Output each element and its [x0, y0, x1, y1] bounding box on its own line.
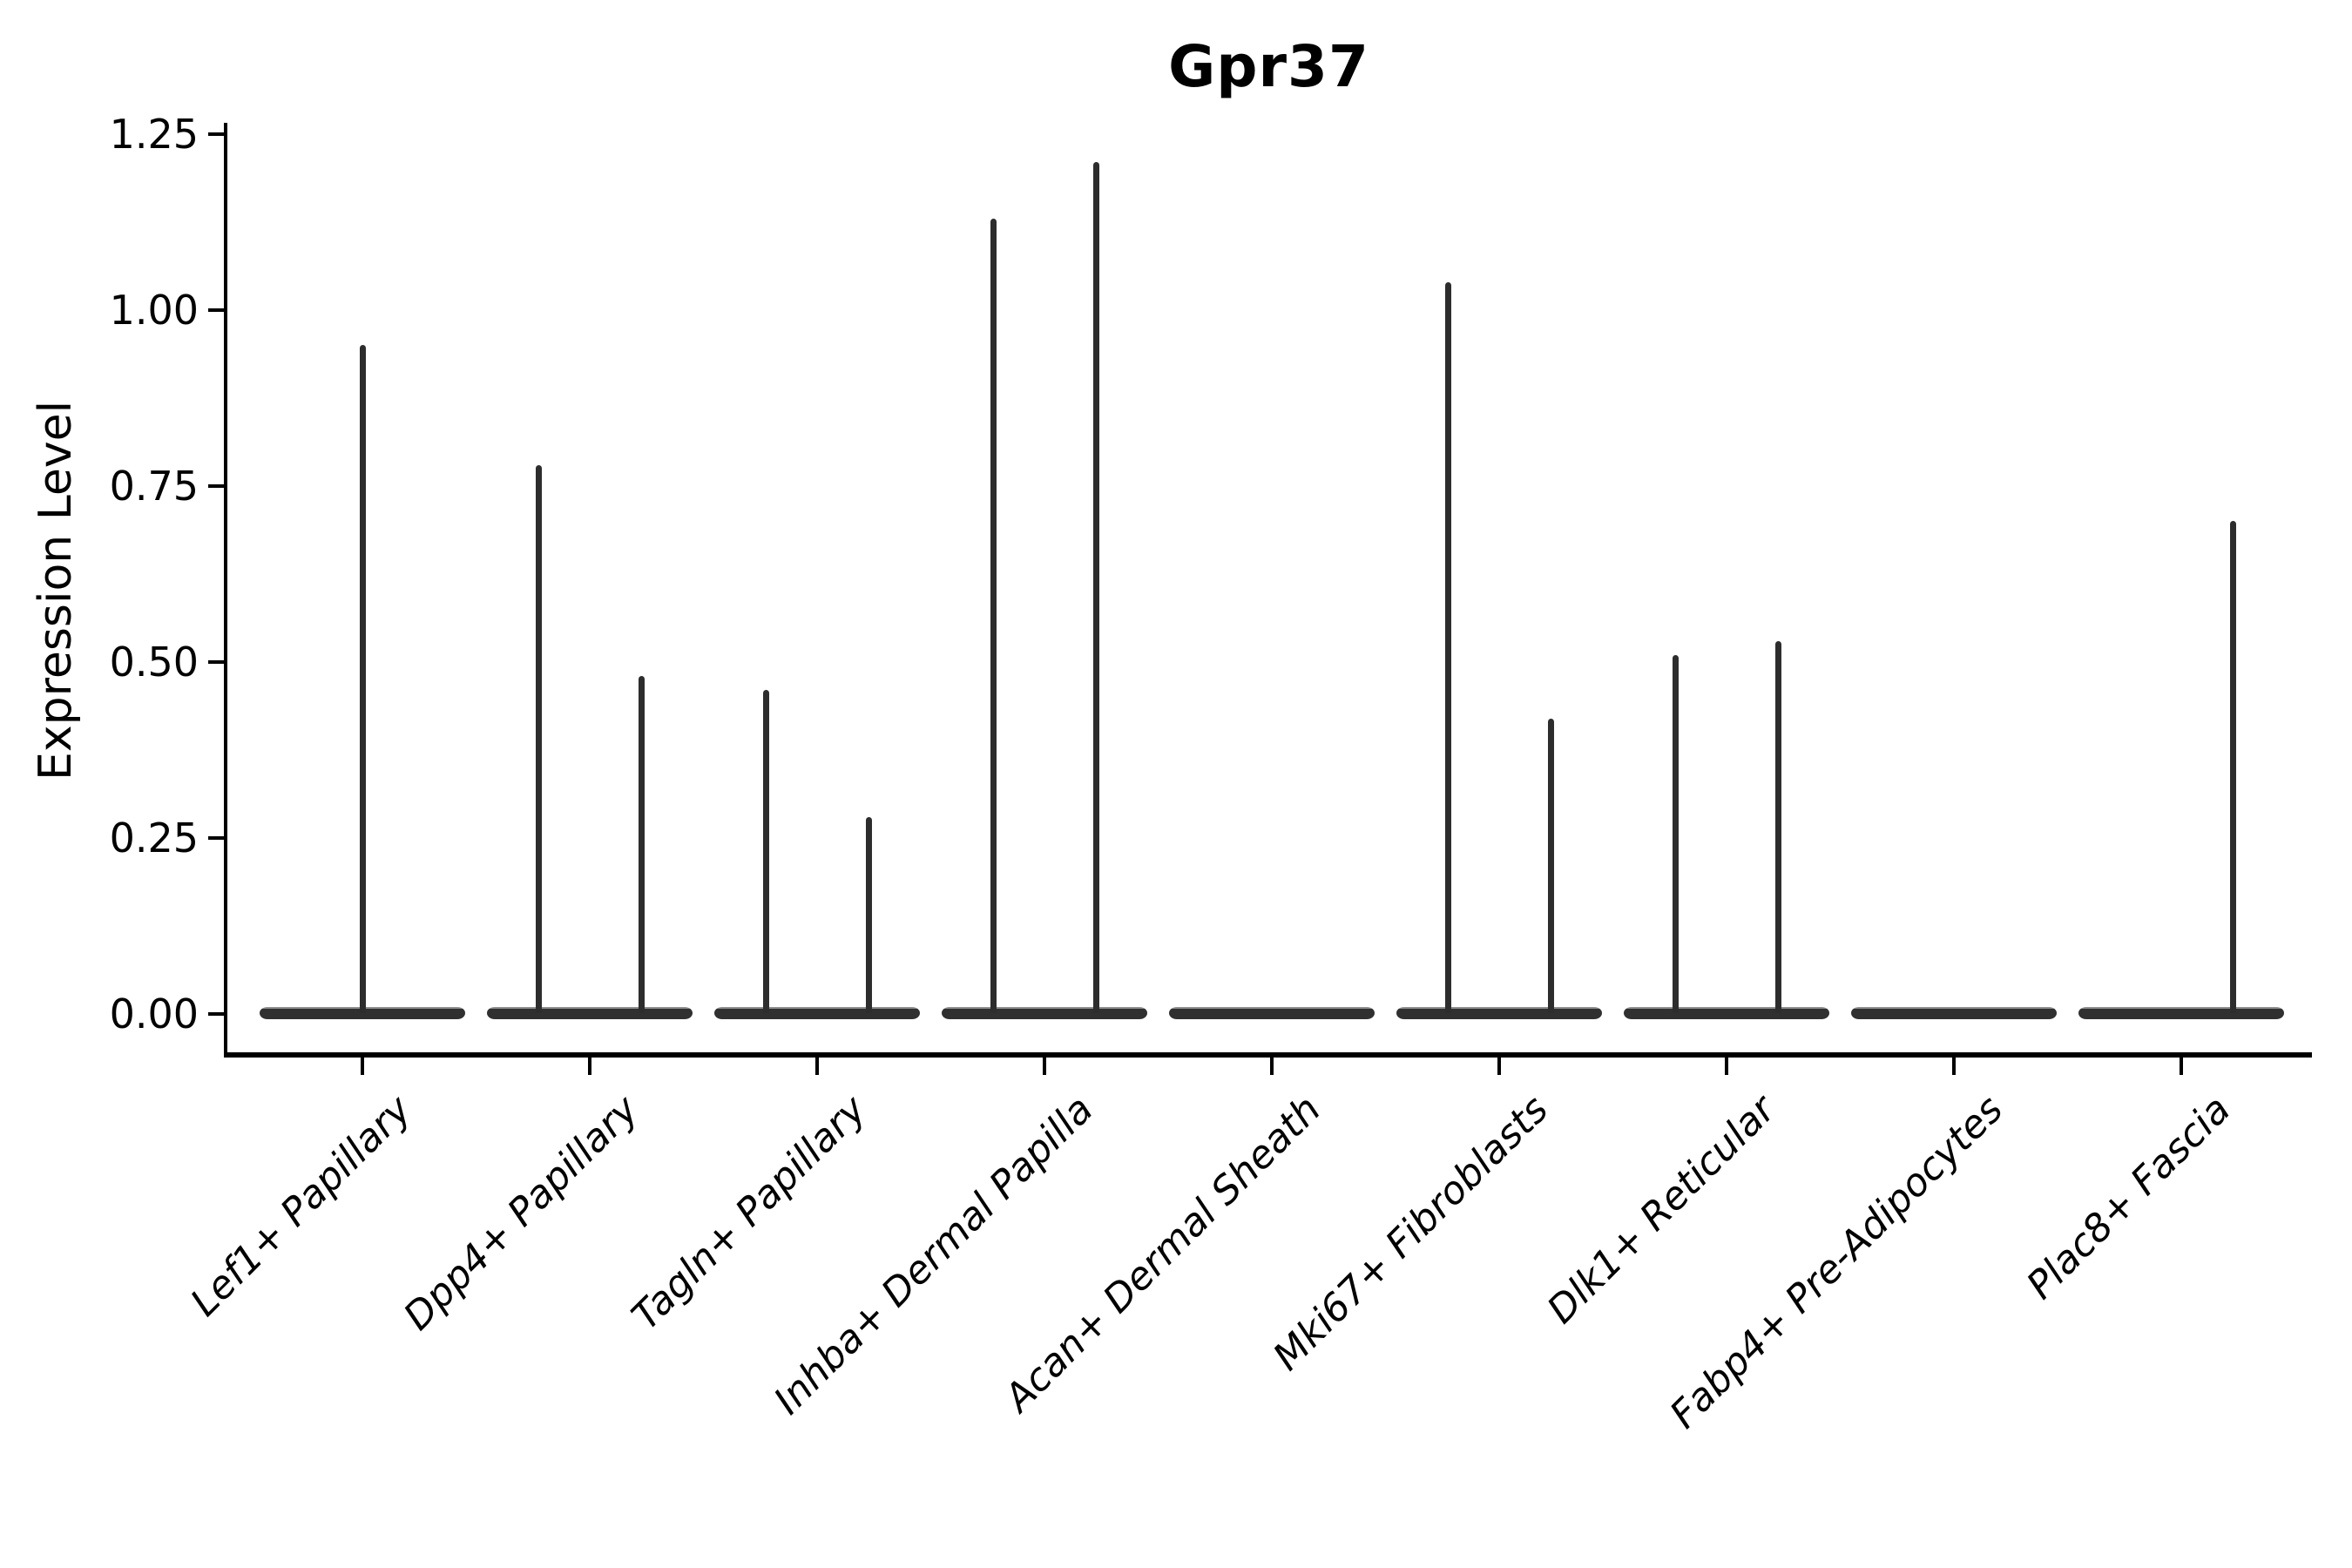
y-tick-label: 1.25	[109, 111, 199, 158]
x-tick-mark	[1725, 1058, 1728, 1075]
x-tick-mark	[1043, 1058, 1046, 1075]
y-axis-spine	[224, 123, 227, 1058]
violin-body	[260, 1007, 465, 1019]
x-tick-label: Tagln+ Papillary	[623, 1087, 875, 1339]
x-tick-mark	[1270, 1058, 1274, 1075]
y-axis-label: Expression Level	[30, 400, 82, 781]
violin-spike	[359, 345, 366, 1013]
violin-spike	[1092, 162, 1099, 1013]
y-tick-label: 0.00	[109, 990, 199, 1037]
violin-body	[942, 1007, 1147, 1019]
x-tick-label: Lef1+ Papillary	[182, 1087, 421, 1326]
y-tick-mark	[208, 308, 224, 312]
y-tick-label: 0.25	[109, 814, 199, 862]
x-tick-mark	[361, 1058, 364, 1075]
y-tick-label: 0.75	[109, 463, 199, 510]
violin-spike	[1444, 281, 1451, 1013]
y-tick-mark	[208, 660, 224, 664]
violin-body	[1169, 1007, 1375, 1019]
x-tick-mark	[588, 1058, 591, 1075]
violin-spike	[762, 690, 769, 1013]
y-tick-label: 0.50	[109, 639, 199, 686]
x-tick-mark	[2180, 1058, 2183, 1075]
violin-spike	[1547, 718, 1554, 1013]
violin-body	[1851, 1007, 2057, 1019]
violin-spike	[2229, 521, 2236, 1013]
x-tick-mark	[1952, 1058, 1956, 1075]
violin-spike	[865, 816, 872, 1013]
violin-spike	[1774, 640, 1781, 1013]
violin-body	[1396, 1007, 1602, 1019]
y-tick-label: 1.00	[109, 287, 199, 334]
violin-spike	[1672, 654, 1679, 1013]
x-tick-mark	[1497, 1058, 1501, 1075]
violin-body	[2078, 1007, 2284, 1019]
violin-body	[714, 1007, 920, 1019]
y-tick-mark	[208, 132, 224, 136]
y-tick-mark	[208, 836, 224, 840]
x-tick-mark	[815, 1058, 819, 1075]
violin-spike	[638, 676, 645, 1013]
x-tick-label: Dlk1+ Reticular	[1538, 1087, 1785, 1333]
y-tick-mark	[208, 484, 224, 488]
y-tick-mark	[208, 1012, 224, 1016]
x-tick-label: Dpp4+ Papillary	[395, 1087, 648, 1340]
violin-body	[487, 1007, 693, 1019]
x-axis-spine	[224, 1052, 2312, 1058]
violin-spike	[990, 218, 997, 1013]
violin-body	[1624, 1007, 1829, 1019]
chart-title: Gpr37	[1168, 33, 1369, 100]
violin-spike	[535, 464, 542, 1013]
x-tick-label: Plac8+ Fascia	[2017, 1087, 2240, 1308]
